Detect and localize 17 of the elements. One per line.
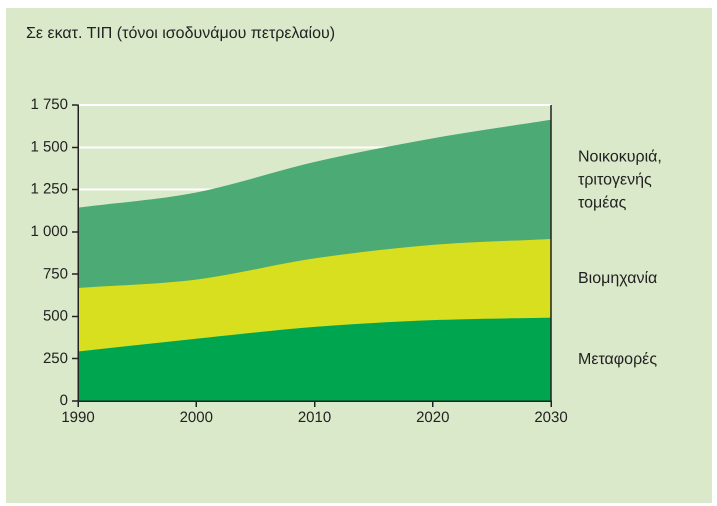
- y-tick-label: 500: [42, 308, 68, 325]
- x-tick-label: 2010: [298, 409, 332, 426]
- y-tick-label: 750: [42, 265, 68, 282]
- x-tick-label: 2020: [416, 409, 450, 426]
- x-tick-label: 1990: [61, 409, 95, 426]
- y-tick-label: 1 000: [30, 223, 68, 240]
- y-axis-title: Σε εκατ. ΤΙΠ (τόνοι ισοδυνάμου πετρελαίου): [26, 25, 336, 42]
- series-label: Μεταφορές: [578, 350, 658, 368]
- y-tick-label: 1 250: [30, 180, 68, 198]
- x-tick-label: 2000: [180, 409, 213, 426]
- y-tick-label: 0: [60, 392, 68, 410]
- series-label: Νοικοκυριά, τριτογενής τομέας: [578, 148, 662, 212]
- y-tick-label: 250: [42, 350, 68, 367]
- series-label: Βιομηχανία: [578, 270, 658, 288]
- y-tick-label: 1 750: [30, 96, 68, 114]
- y-tick-label: 1 500: [30, 138, 68, 156]
- x-tick-label: 2030: [534, 409, 568, 426]
